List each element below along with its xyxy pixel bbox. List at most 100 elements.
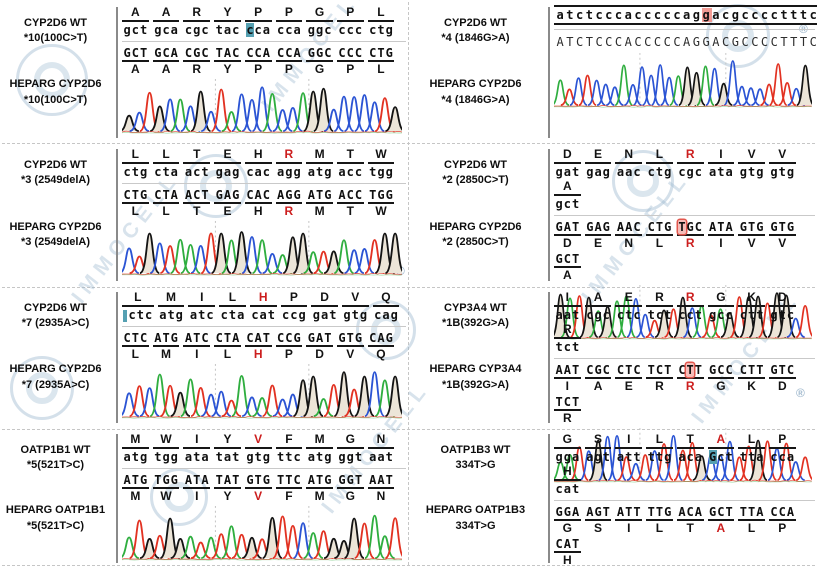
amino-acid-label: T: [686, 521, 694, 535]
codon-group: GCT A: [707, 504, 735, 536]
base-letter: G: [756, 220, 764, 234]
base-letter: T: [277, 473, 285, 487]
amino-acid-label: G: [306, 5, 333, 22]
allele-name: *10(100C>T): [23, 93, 88, 106]
base-letter: T: [571, 363, 580, 377]
base-letter: c: [686, 308, 694, 322]
base-letter: t: [778, 165, 786, 179]
base-letter: A: [307, 188, 315, 202]
base-letter: g: [298, 308, 306, 322]
panel-cyp2d6-10: CYP2D6 WT *10(100C>T) HEPARG CYP2D6 *10(…: [0, 0, 408, 142]
base-letter: g: [285, 165, 293, 179]
amino-acid-label: V: [244, 432, 272, 449]
base-letter: t: [136, 308, 144, 322]
amino-acid-label: L: [152, 147, 180, 164]
heparg-codon: CGC: [183, 45, 211, 62]
panel-oatp1b3-334: OATP1B3 WT 334T>G HEPARG OATP1B3 334T>G …: [408, 427, 817, 567]
base-letter: G: [731, 35, 741, 49]
base-letter: T: [747, 220, 756, 234]
cell-line-name: HEPARG CYP3A4: [429, 363, 522, 376]
heparg-codon: ATA: [183, 472, 211, 489]
amino-acid-label: A: [122, 5, 149, 22]
divider-line: [122, 183, 406, 184]
amino-acid-label: V: [747, 236, 756, 250]
heparg-codon: CCA: [768, 504, 796, 521]
allele-name: *7 (2935A>C): [21, 378, 90, 391]
codon-group: AGG R: [275, 187, 303, 219]
base-letter: c: [154, 165, 162, 179]
base-letter: c: [293, 450, 301, 464]
heparg-codon: ATG: [306, 472, 333, 489]
base-letter: c: [282, 308, 290, 322]
base-letter: c: [686, 450, 694, 464]
base-letter: A: [756, 505, 764, 519]
codon-group: ATA I: [183, 472, 211, 504]
wt-codon: ggt: [337, 449, 364, 464]
base-letter: c: [647, 165, 655, 179]
base-letter: a: [277, 165, 285, 179]
amino-acid-label: R: [192, 62, 202, 76]
base-letter: t: [571, 165, 580, 179]
codon-group: CTT K: [738, 362, 765, 394]
base-letter: g: [346, 450, 354, 464]
base-letter: c: [251, 308, 259, 322]
base-letter: A: [154, 331, 162, 345]
codon-group: ATT I: [615, 504, 643, 536]
wt-codon: ctg: [122, 164, 149, 179]
base-letter: G: [586, 220, 594, 234]
base-letter: g: [692, 8, 702, 22]
heparg-codon: GTG: [244, 472, 272, 489]
base-letter: a: [170, 23, 178, 37]
amino-acid-label: V: [346, 347, 355, 361]
heparg-codon: CCA: [244, 45, 272, 62]
chromatogram-trace: [554, 427, 812, 483]
base-letter: C: [760, 35, 770, 49]
base-letter: t: [571, 308, 580, 322]
heparg-codon: CAG: [367, 330, 395, 347]
amino-acid-label: R: [676, 290, 704, 307]
base-letter: G: [709, 505, 717, 519]
heparg-codon: CTG: [367, 45, 395, 62]
cell-line-name: HEPARG CYP2D6: [9, 220, 102, 233]
heparg-codon: AAT: [367, 472, 395, 489]
base-letter: c: [254, 23, 262, 37]
base-letter: c: [285, 23, 293, 37]
base-letter: t: [585, 8, 595, 22]
base-letter: g: [739, 165, 747, 179]
base-letter: t: [131, 165, 139, 179]
heparg-codon: CTG: [122, 187, 149, 204]
base-letter: T: [262, 331, 271, 345]
base-letter: T: [201, 188, 209, 202]
base-letter: C: [254, 46, 262, 60]
base-letter: a: [563, 308, 571, 322]
amino-acid-label: A: [131, 62, 140, 76]
base-letter: g: [709, 308, 717, 322]
base-letter: t: [315, 450, 324, 464]
base-letter: c: [602, 308, 610, 322]
base-letter: t: [747, 308, 756, 322]
base-letter: T: [664, 363, 672, 377]
amino-acid-label: N: [615, 147, 643, 164]
codon-group: TGG W: [152, 472, 180, 504]
heparg-codon: CTC: [615, 362, 643, 379]
base-letter: a: [320, 308, 329, 322]
gene-name: CYP2D6 WT: [24, 158, 87, 171]
amino-acid-label: V: [768, 147, 796, 164]
allele-name: *3 (2549delA): [20, 236, 91, 248]
amino-acid-label: H: [563, 553, 572, 567]
wt-label: CYP2D6 WT *7 (2935A>C): [0, 290, 111, 342]
base-letter: g: [193, 23, 201, 37]
base-letter: a: [563, 482, 571, 496]
base-letter: T: [193, 473, 201, 487]
base-letter: t: [747, 450, 756, 464]
base-letter: c: [131, 23, 139, 37]
wt-codon: atg: [122, 449, 149, 464]
base-letter: A: [293, 46, 301, 60]
base-letter: C: [725, 363, 733, 377]
